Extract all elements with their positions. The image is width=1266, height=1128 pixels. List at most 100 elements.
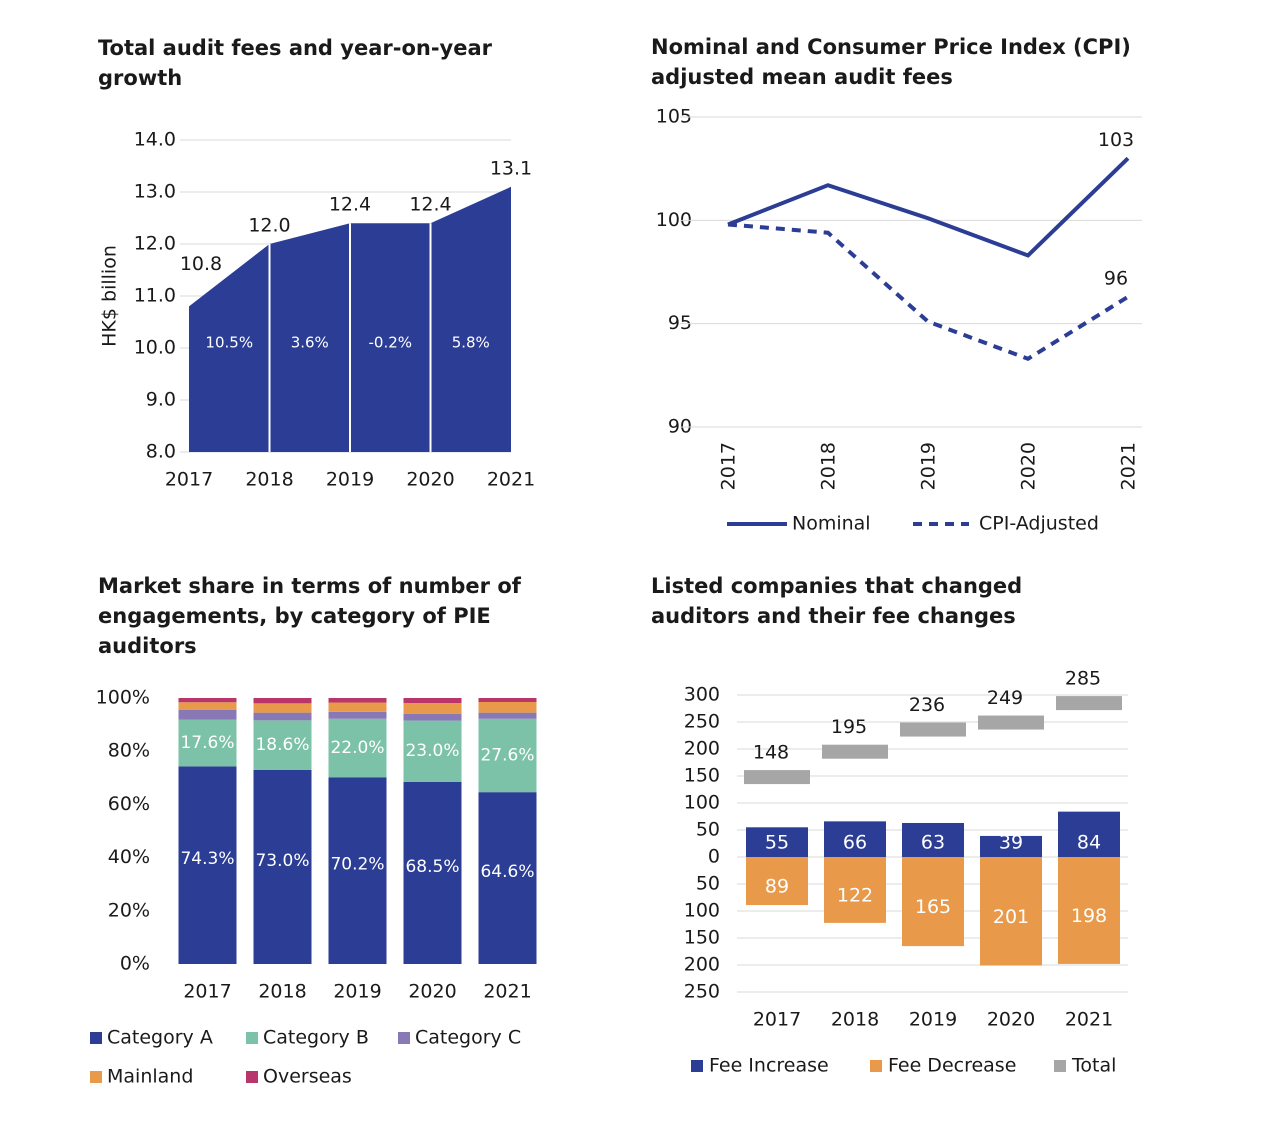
bar-segment xyxy=(328,698,387,703)
bar xyxy=(824,821,886,857)
y-tick-label: 150 xyxy=(684,765,720,787)
x-tick-label: 2021 xyxy=(1065,1009,1113,1031)
y-tick-label: 50 xyxy=(696,873,720,895)
bar xyxy=(902,857,964,947)
y-tick-label: 11.0 xyxy=(134,285,176,307)
x-tick-label: 2019 xyxy=(918,442,940,490)
value-label: 195 xyxy=(831,716,867,738)
x-tick-label: 2018 xyxy=(245,469,293,491)
value-label: 103 xyxy=(1098,129,1134,151)
total-marker xyxy=(822,744,888,759)
y-tick-label: 105 xyxy=(656,106,692,128)
bar-segment xyxy=(178,702,237,710)
value-label: 12.4 xyxy=(329,194,371,216)
y-tick-label: 9.0 xyxy=(146,389,176,411)
y-tick-label: 8.0 xyxy=(146,441,176,463)
bar-segment xyxy=(328,777,387,964)
value-label: 84 xyxy=(1077,832,1101,854)
value-label: 285 xyxy=(1065,668,1101,690)
legend-swatch xyxy=(90,1032,102,1044)
bar xyxy=(980,835,1042,857)
value-label: 18.6% xyxy=(255,735,309,755)
bar xyxy=(746,827,808,857)
chart-title: Total audit fees and year-on-year growth xyxy=(98,36,493,90)
value-label: 96 xyxy=(1104,267,1128,289)
y-tick-label: 14.0 xyxy=(134,129,176,151)
bar xyxy=(902,822,964,857)
y-tick-label: 40% xyxy=(108,846,150,868)
bar-segment xyxy=(178,698,237,703)
x-tick-label: 2017 xyxy=(718,442,740,490)
bar-segment xyxy=(403,720,462,782)
y-tick-label: 250 xyxy=(684,981,720,1003)
bar xyxy=(980,857,1042,966)
bar xyxy=(824,857,886,923)
x-tick-label: 2020 xyxy=(406,469,454,491)
legend-swatch xyxy=(870,1060,882,1072)
value-label: 122 xyxy=(837,884,873,906)
line xyxy=(727,222,1130,362)
value-label: 236 xyxy=(909,694,945,716)
y-tick-label: 20% xyxy=(108,899,150,921)
bar-segment xyxy=(403,698,462,704)
bar-segment xyxy=(328,711,387,719)
growth-label: 5.8% xyxy=(452,334,490,352)
y-tick-label: 100 xyxy=(684,792,720,814)
value-label: 23.0% xyxy=(405,741,459,761)
value-label: 63 xyxy=(921,832,945,854)
x-tick-label: 2020 xyxy=(987,1009,1035,1031)
x-tick-label: 2018 xyxy=(258,981,306,1003)
value-label: 64.6% xyxy=(480,862,534,882)
legend-label: CPI-Adjusted xyxy=(979,513,1099,535)
bar-segment xyxy=(328,718,387,778)
total-marker xyxy=(1056,696,1122,711)
growth-label: -0.2% xyxy=(368,334,412,352)
value-label: 17.6% xyxy=(180,733,234,753)
bar-segment xyxy=(403,781,462,964)
value-label: 55 xyxy=(765,832,789,854)
value-label: 249 xyxy=(987,687,1023,709)
legend-label: Category C xyxy=(415,1027,521,1049)
total-marker xyxy=(978,715,1044,730)
bar xyxy=(1058,857,1120,964)
value-label: 12.4 xyxy=(409,194,451,216)
y-tick-label: 90 xyxy=(668,416,692,438)
y-axis-label: HK$ billion xyxy=(99,245,121,347)
y-tick-label: 60% xyxy=(108,793,150,815)
bar-segment xyxy=(403,713,462,721)
bar-segment xyxy=(178,719,237,767)
bar-segment xyxy=(253,698,312,704)
x-tick-label: 2021 xyxy=(1118,442,1140,490)
value-label: 73.0% xyxy=(255,851,309,871)
bar-segment xyxy=(328,702,387,712)
y-tick-label: 95 xyxy=(668,312,692,334)
bar xyxy=(1058,811,1120,857)
growth-label: 3.6% xyxy=(291,334,329,352)
value-label: 198 xyxy=(1071,905,1107,927)
x-tick-label: 2020 xyxy=(1018,442,1040,490)
total-marker xyxy=(744,770,810,785)
x-tick-label: 2018 xyxy=(818,442,840,490)
y-tick-label: 100 xyxy=(684,900,720,922)
value-label: 148 xyxy=(753,742,789,764)
bar-segment xyxy=(253,712,312,721)
value-label: 66 xyxy=(843,832,867,854)
y-tick-label: 80% xyxy=(108,740,150,762)
value-label: 201 xyxy=(993,906,1029,928)
bar-segment xyxy=(478,712,537,719)
legend-swatch xyxy=(246,1071,258,1083)
x-tick-label: 2017 xyxy=(183,981,231,1003)
x-tick-label: 2018 xyxy=(831,1009,879,1031)
y-tick-label: 13.0 xyxy=(134,181,176,203)
bar-segment xyxy=(178,766,237,964)
total-marker xyxy=(900,722,966,737)
y-tick-label: 10.0 xyxy=(134,337,176,359)
chart-title: Listed companies that changed auditors a… xyxy=(651,574,1023,628)
x-tick-label: 2019 xyxy=(909,1009,957,1031)
bar-segment xyxy=(403,703,462,714)
y-tick-label: 100% xyxy=(96,687,150,709)
legend-swatch xyxy=(1054,1060,1066,1072)
chart-title: Nominal and Consumer Price Index (CPI) a… xyxy=(651,35,1131,89)
y-tick-label: 0% xyxy=(120,953,150,975)
chart-title: Market share in terms of number of engag… xyxy=(98,574,521,658)
